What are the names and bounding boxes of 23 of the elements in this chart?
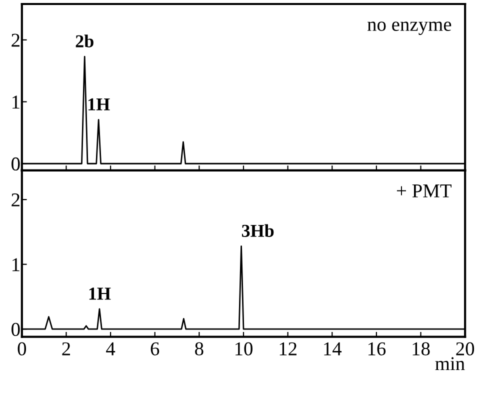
y-tick-label: 0 — [12, 322, 20, 336]
x-tick-label: 12 — [280, 342, 296, 356]
x-tick-label: 2 — [62, 342, 70, 356]
y-tick-label: 2 — [12, 193, 20, 206]
annotation: no enzyme — [367, 22, 452, 35]
y-tick-label: 1 — [12, 258, 20, 272]
x-tick-label: 18 — [412, 342, 430, 356]
y-tick-label: 0 — [12, 157, 20, 171]
annotation: 2b — [76, 34, 94, 48]
y-tick-label: 2 — [12, 34, 20, 47]
annotation: 1H — [89, 288, 111, 300]
y-tick-label: 1 — [12, 96, 20, 108]
x-tick-label: 14 — [324, 342, 342, 356]
x-tick-label: 16 — [368, 342, 386, 356]
annotation: 3Hb — [242, 224, 274, 237]
x-tick-label: 4 — [106, 342, 116, 356]
x-tick-label: 10 — [235, 342, 252, 356]
x-axis-title: min — [435, 357, 465, 370]
annotation: 1H — [88, 98, 110, 110]
x-tick-label: 6 — [150, 342, 160, 356]
x-tick-label: 8 — [195, 342, 204, 356]
x-tick-label: 20 — [456, 342, 474, 356]
annotation: + PMT — [396, 184, 452, 198]
